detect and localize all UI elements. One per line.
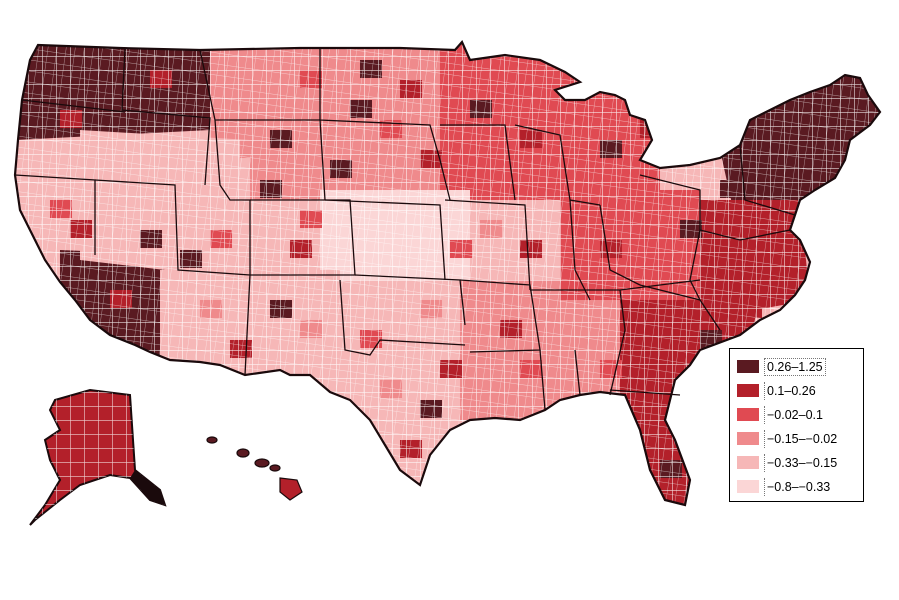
legend-item: 0.26–1.25: [737, 358, 861, 376]
county-patch: [500, 450, 522, 468]
legend-swatch: [737, 408, 759, 421]
legend: 0.26–1.25 0.1–0.26 −0.02–0.1 −0.15–−0.02 −0.…: [729, 348, 864, 502]
legend-swatch: [737, 456, 759, 469]
legend-label: 0.1–0.26: [764, 382, 818, 400]
legend-label: −0.33–−0.15: [764, 454, 839, 472]
legend-swatch: [737, 384, 759, 397]
legend-label: −0.02–0.1: [764, 406, 825, 424]
legend-label: −0.15–−0.02: [764, 430, 839, 448]
legend-swatch: [737, 480, 759, 493]
legend-item: −0.8–−0.33: [737, 478, 861, 496]
legend-label: −0.8–−0.33: [764, 478, 832, 496]
legend-item: −0.15–−0.02: [737, 430, 861, 448]
county-patch: [680, 140, 702, 158]
legend-label: 0.26–1.25: [764, 358, 826, 376]
legend-swatch: [737, 432, 759, 445]
legend-item: −0.02–0.1: [737, 406, 861, 424]
legend-swatch: [737, 360, 759, 373]
legend-item: −0.33–−0.15: [737, 454, 861, 472]
legend-item: 0.1–0.26: [737, 382, 861, 400]
